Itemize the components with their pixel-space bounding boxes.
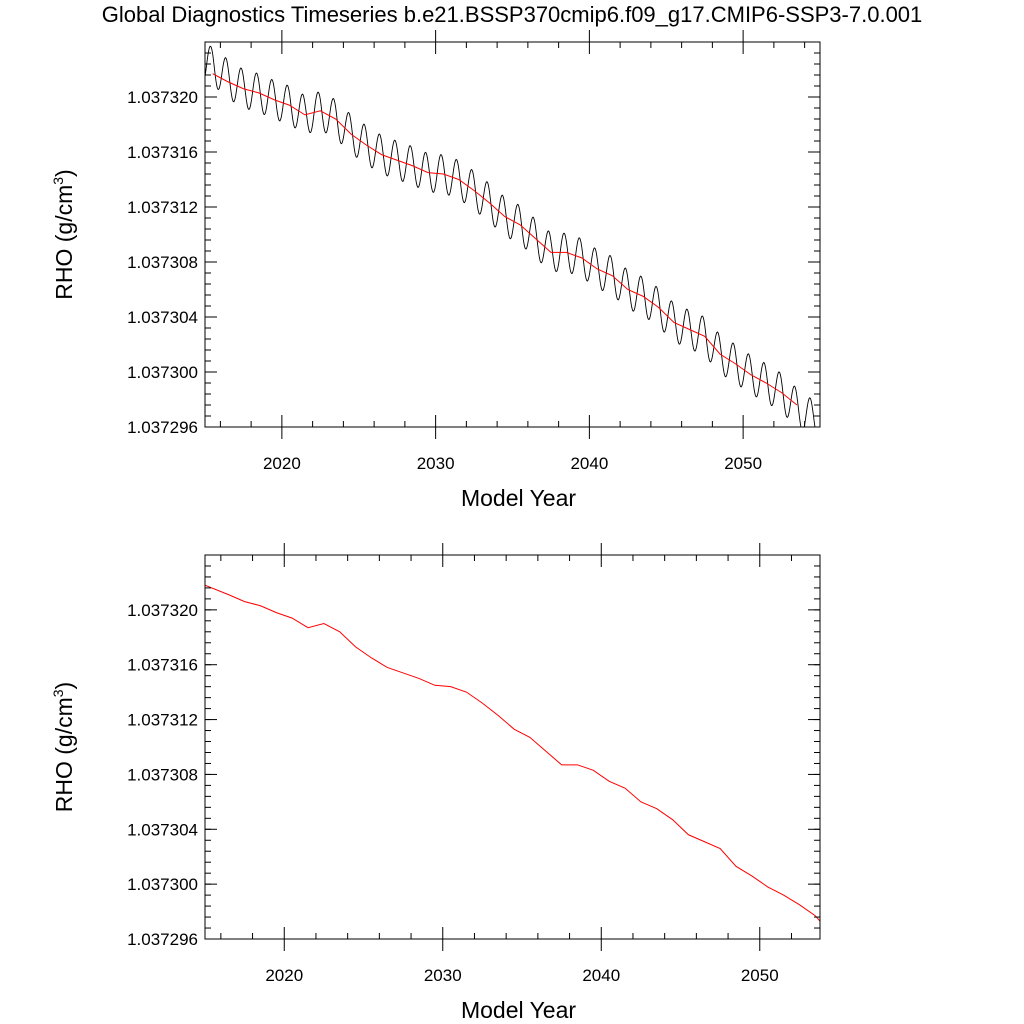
y-tick-label: 1.037312 (127, 711, 198, 730)
y-tick-label: 1.037308 (127, 253, 198, 272)
x-tick-label: 2050 (741, 966, 779, 985)
y-tick-label: 1.037316 (127, 656, 198, 675)
monthly-series-line (205, 45, 816, 427)
series-group (205, 584, 820, 922)
annual-series-line (205, 584, 820, 922)
y-tick-label: 1.037300 (127, 875, 198, 894)
top-panel: 1.037296 1.037300 1.037304 1.037308 1.037312… (50, 30, 821, 511)
x-tick-label: 2030 (417, 454, 455, 473)
y-tick-label: 1.037320 (127, 601, 198, 620)
x-tick-label: 2030 (424, 966, 462, 985)
y-tick-label: 1.037304 (127, 820, 198, 839)
x-tick-label: 2040 (570, 454, 608, 473)
x-tick-label: 2020 (263, 454, 301, 473)
tick-marks (205, 30, 820, 439)
tick-marks (205, 543, 820, 951)
y-tick-label: 1.037320 (127, 88, 198, 107)
y-axis-label: RHO (g/cm3) (50, 682, 77, 812)
series-group (205, 45, 816, 427)
y-tick-label: 1.037316 (127, 143, 198, 162)
x-tick-label: 2020 (265, 966, 303, 985)
x-axis-label: Model Year (461, 997, 576, 1023)
annual-series-line (212, 73, 798, 406)
x-tick-label: 2050 (724, 454, 762, 473)
y-tick-label: 1.037312 (127, 198, 198, 217)
y-tick-label: 1.037304 (127, 308, 198, 327)
y-axis-label: RHO (g/cm3) (50, 169, 77, 299)
plot-frame (204, 41, 821, 428)
bottom-panel: 1.037296 1.037300 1.037304 1.037308 1.037312… (50, 543, 821, 1023)
plot-frame (204, 554, 821, 940)
y-tick-label: 1.037308 (127, 765, 198, 784)
x-axis-label: Model Year (461, 485, 576, 511)
y-tick-label: 1.037296 (127, 930, 198, 949)
y-tick-label: 1.037296 (127, 418, 198, 437)
y-tick-label: 1.037300 (127, 363, 198, 382)
figure-title: Global Diagnostics Timeseries b.e21.BSSP… (101, 2, 923, 27)
x-tick-label: 2040 (582, 966, 620, 985)
